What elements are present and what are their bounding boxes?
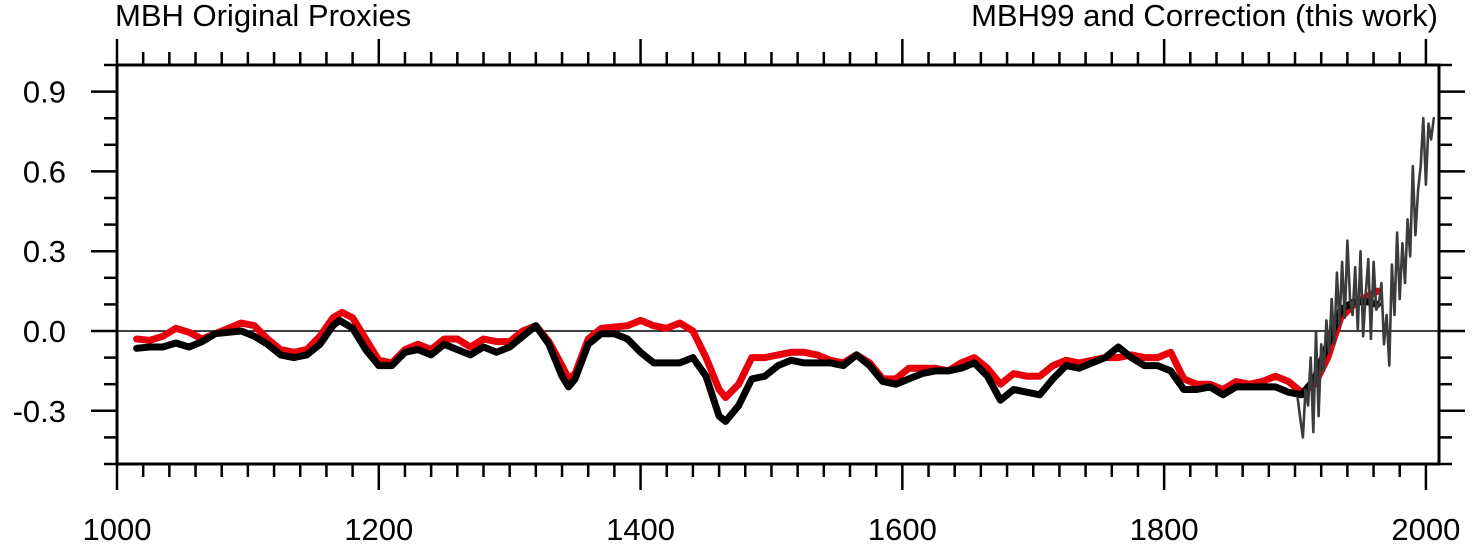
x-tick-label: 2000 bbox=[1391, 512, 1460, 547]
x-tick-label: 1000 bbox=[83, 512, 152, 547]
ticks bbox=[91, 39, 1465, 490]
title-right: MBH99 and Correction (this work) bbox=[971, 0, 1438, 33]
x-tick-label: 1600 bbox=[868, 512, 937, 547]
plot-frame bbox=[115, 63, 1441, 466]
x-tick-label: 1200 bbox=[344, 512, 413, 547]
series-line-1 bbox=[133, 298, 1381, 425]
series-line-2 bbox=[1296, 116, 1436, 439]
y-tick-label: 0.9 bbox=[23, 75, 66, 110]
y-tick-label: 0.6 bbox=[23, 154, 66, 189]
y-tick-label: 0.3 bbox=[23, 234, 66, 269]
series-line-0 bbox=[133, 287, 1381, 401]
title-left: MBH Original Proxies bbox=[115, 0, 411, 33]
y-tick-label: 0.0 bbox=[23, 314, 66, 349]
x-tick-label: 1800 bbox=[1130, 512, 1199, 547]
series-lines bbox=[133, 116, 1436, 439]
x-tick-label: 1400 bbox=[606, 512, 675, 547]
tick-labels: 1000 1200 1400 1600 1800 2000 0.9 0.6 0.3 0.0 -0.3 bbox=[13, 75, 1461, 547]
y-tick-label: -0.3 bbox=[13, 394, 66, 429]
